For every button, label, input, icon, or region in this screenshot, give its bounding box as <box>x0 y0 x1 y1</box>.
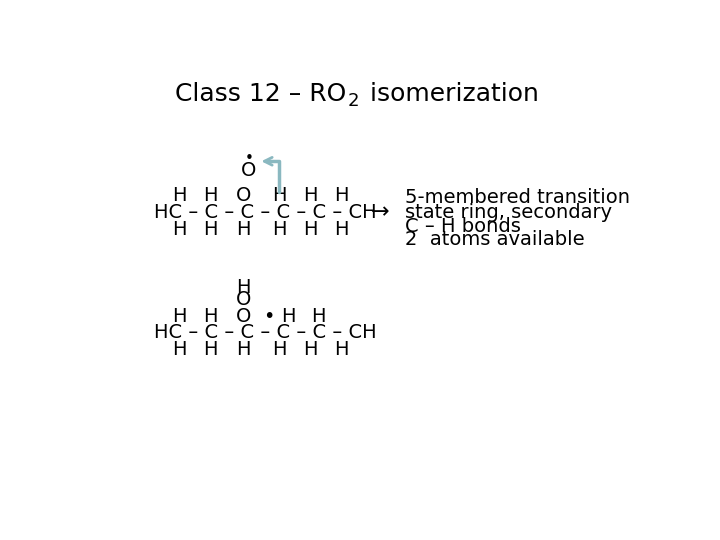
Text: H: H <box>203 186 217 205</box>
Text: H: H <box>303 186 318 205</box>
Text: HC – C – C – C – C – CH: HC – C – C – C – C – CH <box>154 203 377 222</box>
Text: H: H <box>303 220 318 239</box>
Text: O: O <box>241 161 257 180</box>
Text: H: H <box>281 307 295 326</box>
Text: 2  atoms available: 2 atoms available <box>405 230 585 249</box>
Text: •: • <box>245 151 253 166</box>
Text: H: H <box>172 340 186 359</box>
Text: H: H <box>203 220 217 239</box>
Text: H: H <box>236 340 251 359</box>
Text: H: H <box>334 220 348 239</box>
Text: H: H <box>334 186 348 205</box>
Text: isomerization: isomerization <box>362 82 539 106</box>
Text: H: H <box>172 220 186 239</box>
Text: HC – C – C – C – C – CH: HC – C – C – C – C – CH <box>154 323 377 342</box>
Text: H: H <box>236 278 251 297</box>
Text: H: H <box>272 340 287 359</box>
Text: →: → <box>371 202 390 222</box>
Text: O: O <box>235 186 251 205</box>
Text: Class 12 – RO: Class 12 – RO <box>176 82 347 106</box>
Text: H: H <box>272 220 287 239</box>
Text: state ring, secondary: state ring, secondary <box>405 203 613 222</box>
Text: O: O <box>235 290 251 309</box>
Text: H: H <box>172 307 186 326</box>
Text: H: H <box>312 307 326 326</box>
Text: •: • <box>263 307 274 326</box>
Text: H: H <box>272 186 287 205</box>
Text: C – H bonds: C – H bonds <box>405 218 521 237</box>
Text: H: H <box>172 186 186 205</box>
Text: H: H <box>303 340 318 359</box>
Text: H: H <box>236 220 251 239</box>
Text: 5-membered transition: 5-membered transition <box>405 188 630 207</box>
Text: 2: 2 <box>348 92 359 110</box>
Text: H: H <box>334 340 348 359</box>
Text: H: H <box>203 340 217 359</box>
Text: H: H <box>203 307 217 326</box>
Text: O: O <box>235 307 251 326</box>
